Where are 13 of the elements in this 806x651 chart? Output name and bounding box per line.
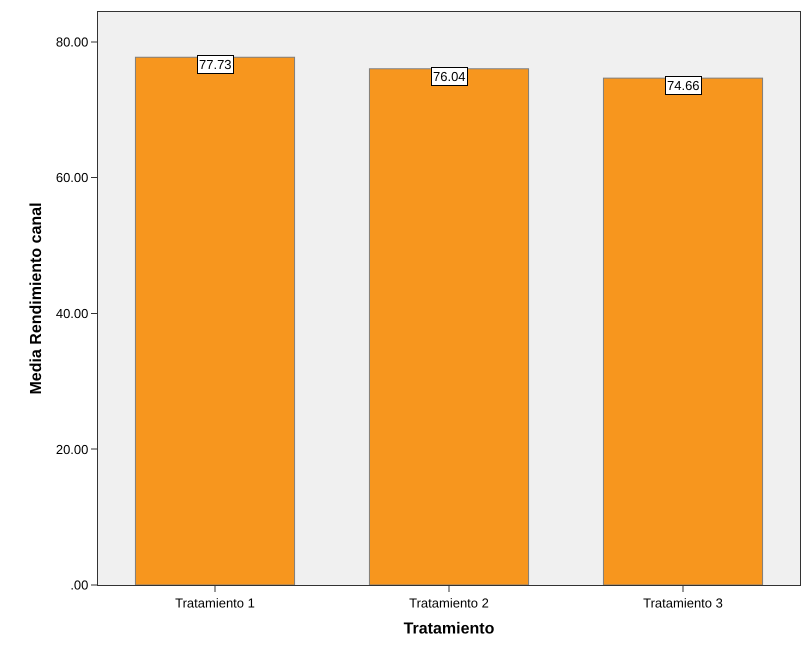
data-label: 74.66 [667,78,700,93]
y-tick-label: 60.00 [56,170,88,186]
data-label: 76.04 [433,69,466,84]
x-tick-label: Tratamiento 2 [409,596,489,611]
data-label: 77.73 [199,57,232,72]
y-tick-label: 20.00 [56,442,88,457]
y-axis-title: Media Rendimiento canal [28,202,45,395]
y-tick-label: 40.00 [56,306,88,321]
y-tick-label: 80.00 [56,34,88,50]
y-tick-label: .00 [70,578,88,593]
x-axis-title: Tratamiento [404,620,495,638]
x-tick-label: Tratamiento 1 [175,596,255,611]
x-tick-label: Tratamiento 3 [643,596,723,611]
